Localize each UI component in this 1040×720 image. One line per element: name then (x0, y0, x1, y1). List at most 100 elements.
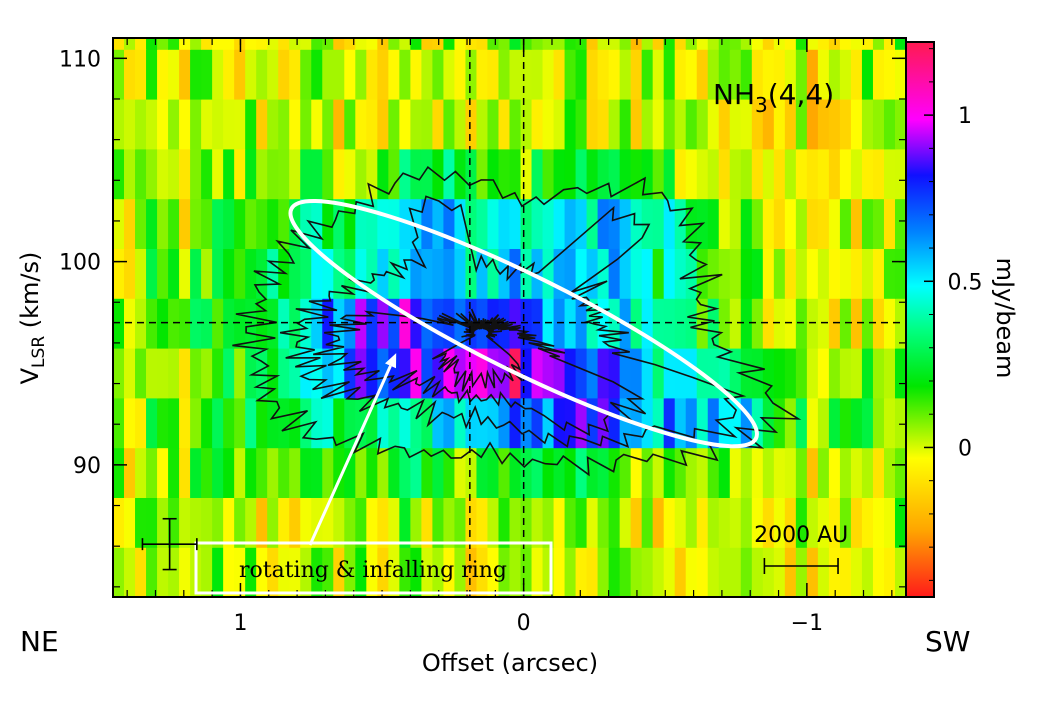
heatmap-cell (762, 148, 775, 200)
heatmap-cell (190, 397, 202, 449)
heatmap-cell (311, 347, 323, 399)
heatmap-cell (234, 547, 246, 597)
heatmap-cell (146, 38, 158, 50)
heatmap-cell (828, 547, 841, 597)
heatmap-cell (817, 547, 830, 597)
heatmap-cell (872, 547, 885, 597)
heatmap-cell (245, 98, 257, 150)
contour-level-0.25 (232, 165, 802, 477)
heatmap-cell (575, 347, 588, 399)
heatmap-cell (740, 148, 753, 200)
heatmap-cell (212, 49, 224, 100)
heatmap-cell (124, 298, 136, 349)
colorbar-tick-label: 1 (958, 104, 972, 129)
heatmap-cell (388, 497, 400, 548)
heatmap-cell (608, 49, 621, 100)
heatmap-cell (872, 198, 885, 249)
heatmap-cell (575, 198, 588, 249)
heatmap-cell (465, 198, 478, 249)
heatmap-cell (289, 49, 301, 100)
heatmap-cell (806, 397, 819, 449)
heatmap-cell (630, 447, 643, 498)
heatmap-cell (410, 298, 422, 349)
heatmap-cell (223, 148, 235, 200)
heatmap-cell (784, 148, 797, 200)
heatmap-cell (883, 447, 896, 498)
heatmap-cell (179, 397, 191, 449)
heatmap-cell (696, 98, 709, 150)
heatmap-cell (817, 98, 830, 150)
heatmap-cell (179, 148, 191, 200)
heatmap-cell (696, 447, 709, 498)
heatmap-cell (476, 447, 489, 498)
heatmap-cell (278, 347, 290, 399)
heatmap-cell (498, 49, 511, 100)
heatmap-cell (872, 347, 885, 399)
heatmap-cell (553, 347, 566, 399)
heatmap-cell (850, 148, 863, 200)
heatmap-cell (751, 447, 764, 498)
heatmap-cell (421, 298, 433, 349)
heatmap-cell (399, 49, 411, 100)
heatmap-cell (509, 148, 522, 200)
heatmap-cell (201, 298, 213, 349)
heatmap-cell (212, 298, 224, 349)
heatmap-cell (399, 397, 411, 449)
heatmap-cell (795, 148, 808, 200)
heatmap-cell (267, 248, 279, 299)
heatmap-cell (300, 38, 312, 50)
heatmap-cell (850, 298, 863, 349)
heatmap-cell (762, 347, 775, 399)
heatmap-cell (531, 547, 544, 597)
heatmap-cell (597, 38, 610, 50)
heatmap-cell (245, 447, 257, 498)
heatmap-cell (883, 248, 896, 299)
heatmap-cell (344, 547, 356, 597)
heatmap-cell (762, 397, 775, 449)
heatmap-cell (399, 298, 411, 349)
heatmap-cell (168, 547, 180, 597)
heatmap-cell (487, 198, 500, 249)
heatmap-cell (685, 547, 698, 597)
heatmap-cell (784, 98, 797, 150)
heatmap-cell (377, 198, 389, 249)
heatmap-cell (575, 497, 588, 548)
heatmap-cell (476, 38, 489, 50)
heatmap-cell (740, 98, 753, 150)
heatmap-cell (553, 98, 566, 150)
heatmap-cell (619, 397, 632, 449)
heatmap-cell (410, 347, 422, 399)
heatmap-cell (817, 248, 830, 299)
heatmap-cell (124, 447, 136, 498)
heatmap-cell (135, 98, 147, 150)
heatmap-cell (124, 49, 136, 100)
heatmap-cell (773, 49, 786, 100)
heatmap-cell (641, 98, 654, 150)
heatmap-cell (278, 397, 290, 449)
heatmap-cell (795, 447, 808, 498)
heatmap-cell (355, 397, 367, 449)
heatmap-cell (366, 547, 378, 597)
heatmap-cell (542, 447, 555, 498)
heatmap-cell (718, 49, 731, 100)
heatmap-cell (630, 49, 643, 100)
heatmap-cell (498, 397, 511, 449)
heatmap-cell (718, 298, 731, 349)
heatmap-cell (465, 497, 478, 548)
heatmap-cell (773, 38, 786, 50)
heatmap-cell (729, 248, 742, 299)
heatmap-cell (322, 49, 334, 100)
x-axis-title: Offset (arcsec) (422, 649, 598, 677)
heatmap-cell (498, 148, 511, 200)
heatmap-cell (740, 49, 753, 100)
heatmap-cell (806, 497, 819, 548)
heatmap-cell (256, 347, 268, 399)
heatmap-cell (388, 298, 400, 349)
heatmap-cell (839, 547, 852, 597)
heatmap-cell (696, 397, 709, 449)
heatmap-cell (234, 49, 246, 100)
heatmap-cell (443, 347, 456, 399)
heatmap-cell (267, 98, 279, 150)
heatmap-cell (421, 248, 433, 299)
heatmap-cell (685, 248, 698, 299)
